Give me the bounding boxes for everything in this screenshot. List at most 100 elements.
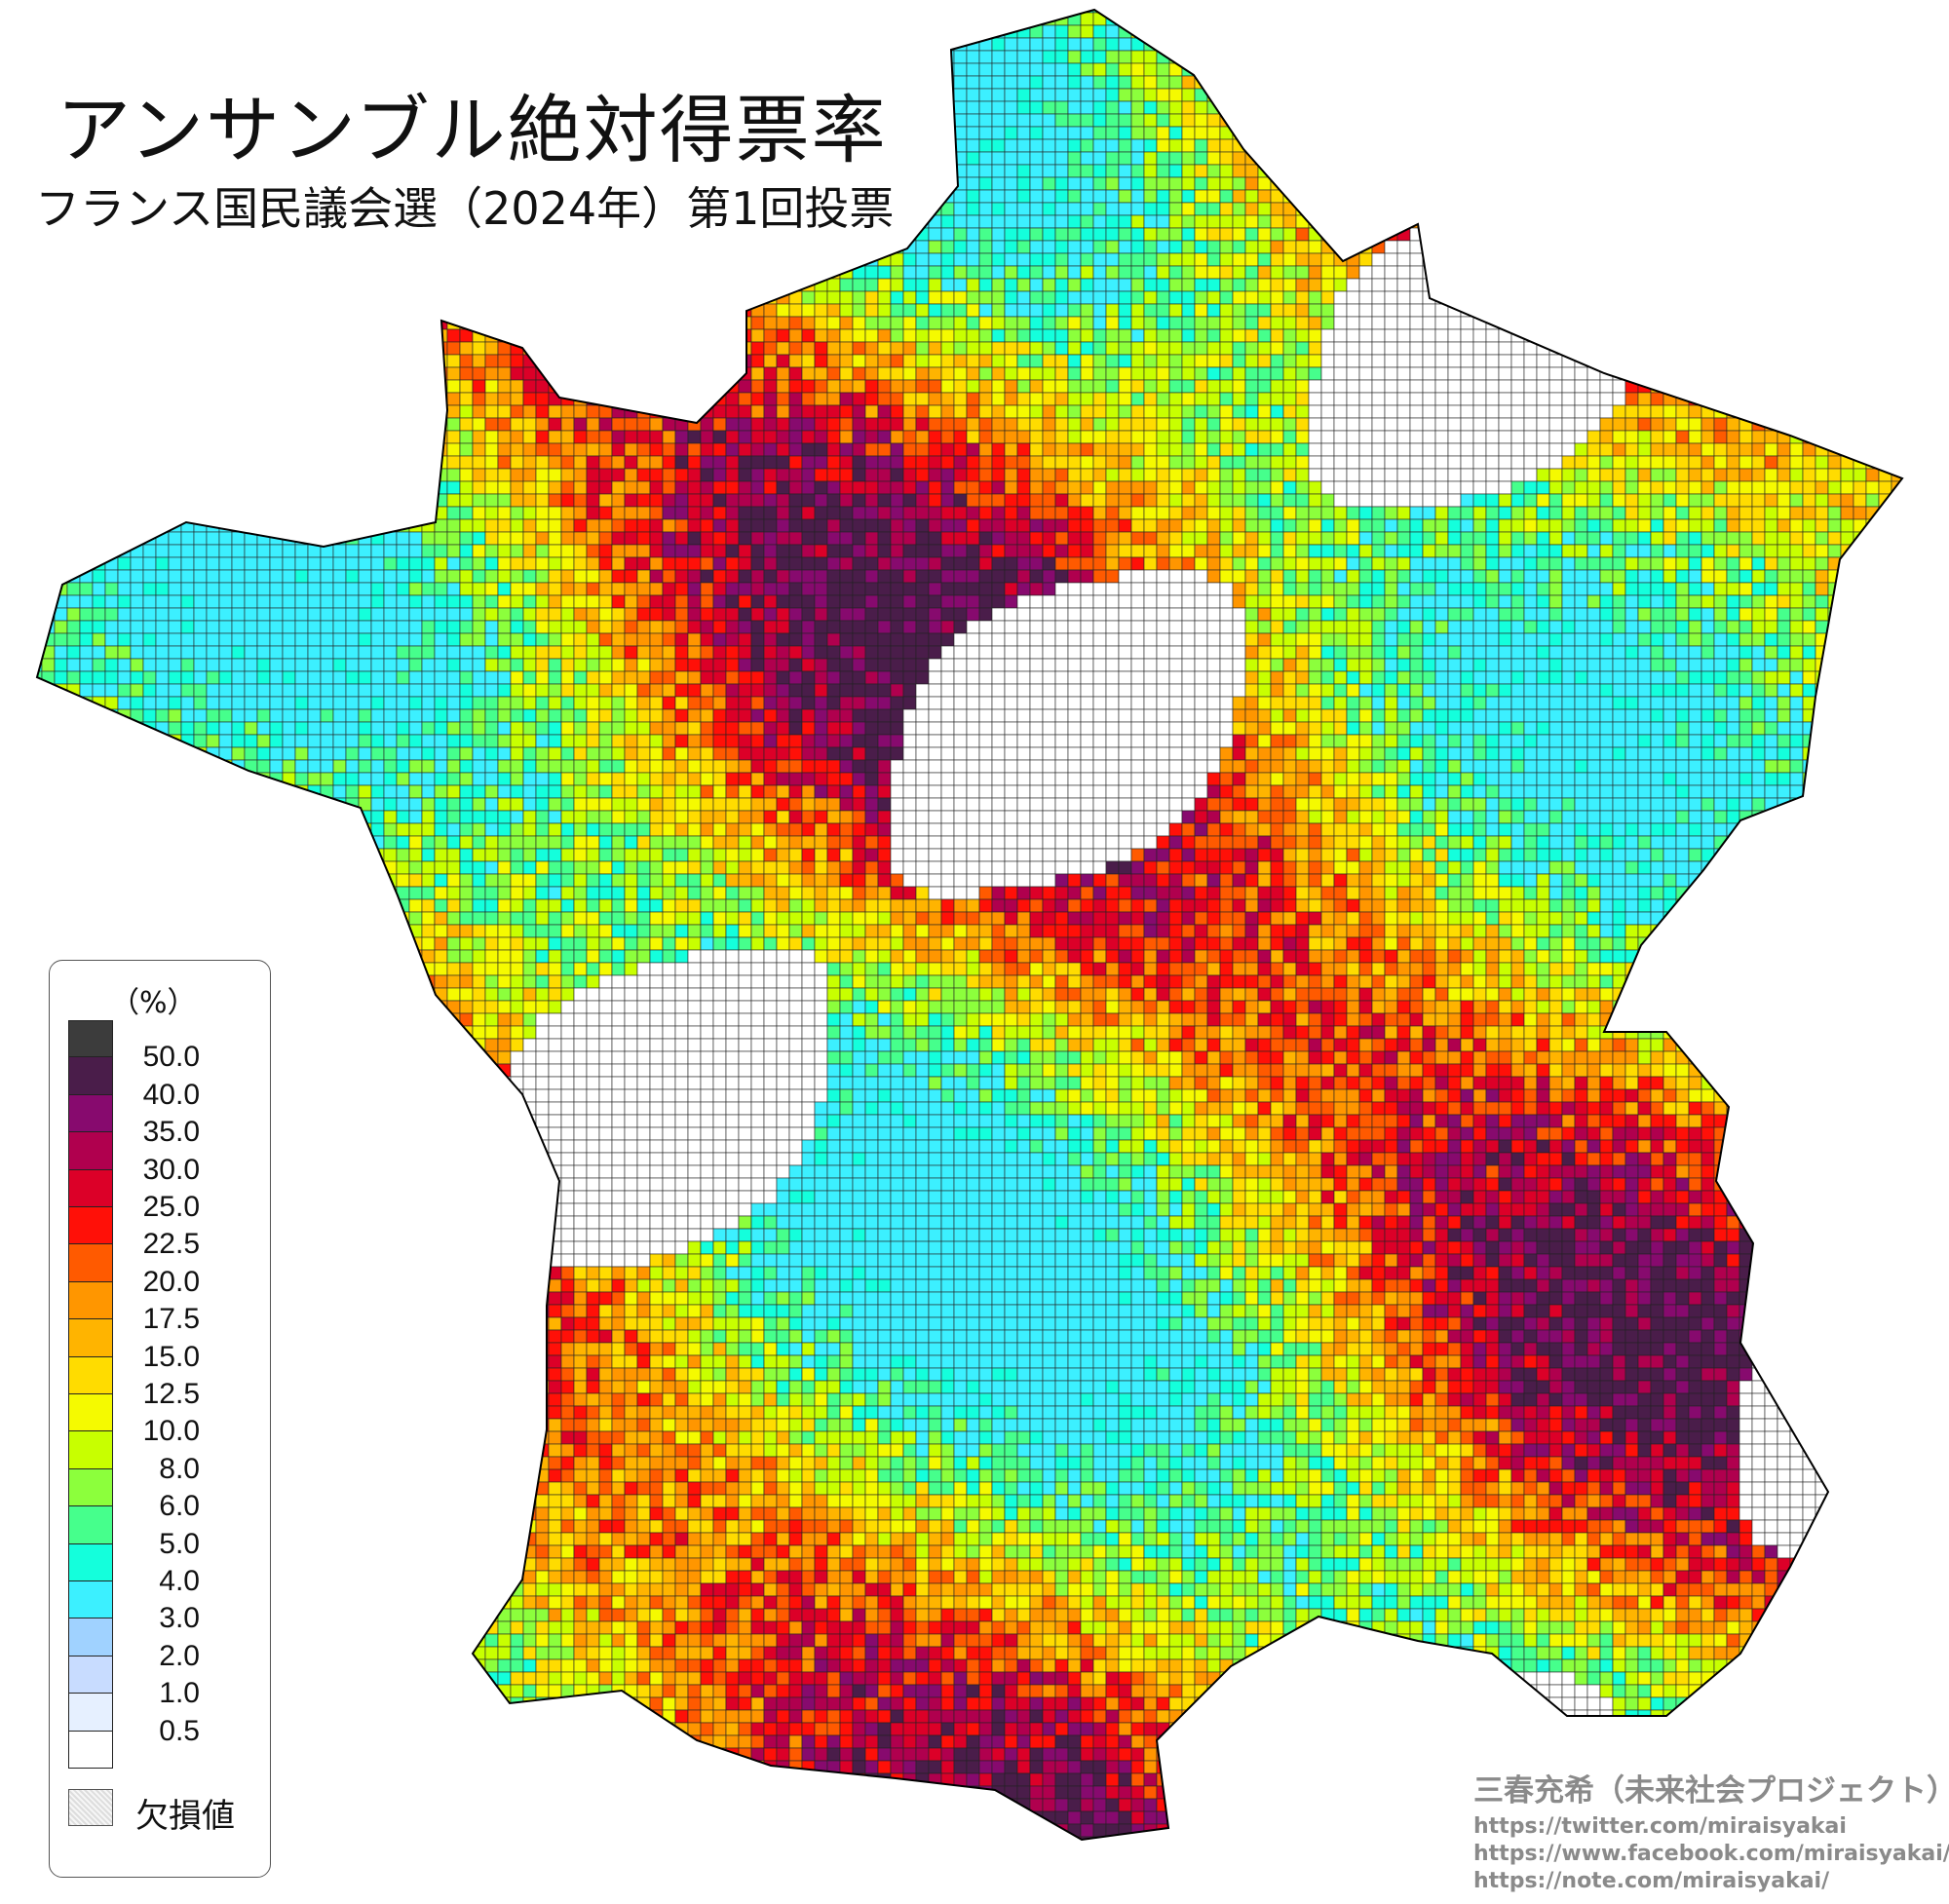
commune-cell	[1599, 303, 1614, 318]
commune-cell	[1156, 214, 1170, 229]
commune-cell	[104, 37, 119, 52]
commune-cell	[1409, 62, 1424, 77]
commune-cell	[1295, 278, 1310, 292]
commune-cell	[1358, 404, 1373, 419]
commune-cell	[358, 341, 372, 356]
commune-cell	[801, 316, 816, 330]
commune-cell	[1739, 75, 1753, 90]
commune-cell	[1599, 10, 1614, 14]
commune-cell	[1637, 126, 1652, 140]
commune-cell	[573, 10, 588, 14]
commune-cell	[1004, 176, 1018, 191]
commune-cell	[864, 37, 879, 52]
commune-cell	[1498, 354, 1512, 368]
commune-cell	[890, 138, 904, 153]
commune-cell	[1523, 404, 1538, 419]
commune-cell	[37, 12, 43, 26]
commune-cell	[1637, 50, 1652, 64]
commune-cell	[1827, 392, 1842, 406]
commune-cell	[611, 50, 626, 64]
commune-cell	[1548, 303, 1563, 318]
commune-cell	[915, 126, 930, 140]
commune-cell	[1029, 138, 1044, 153]
commune-cell	[459, 24, 474, 39]
commune-cell	[383, 354, 398, 368]
commune-cell	[1270, 316, 1284, 330]
commune-cell	[1472, 100, 1487, 115]
commune-cell	[1029, 100, 1044, 115]
commune-cell	[1358, 88, 1373, 102]
commune-cell	[1624, 328, 1639, 343]
commune-cell	[991, 290, 1006, 305]
commune-cell	[1282, 354, 1297, 368]
commune-cell	[1422, 88, 1436, 102]
commune-cell	[1662, 354, 1677, 368]
commune-cell	[1536, 189, 1550, 204]
commune-cell	[1029, 290, 1044, 305]
commune-cell	[1751, 126, 1766, 140]
commune-cell	[1067, 176, 1082, 191]
commune-cell	[104, 366, 119, 381]
commune-cell	[358, 404, 372, 419]
commune-cell	[1865, 392, 1880, 406]
commune-cell	[1650, 278, 1664, 292]
commune-cell	[624, 379, 638, 394]
commune-cell	[1523, 189, 1538, 204]
commune-cell	[814, 379, 828, 394]
commune-cell	[598, 265, 613, 280]
commune-cell	[1612, 202, 1626, 216]
commune-cell	[1232, 10, 1246, 14]
commune-cell	[1891, 24, 1902, 39]
commune-cell	[155, 252, 170, 267]
commune-cell	[256, 37, 271, 52]
commune-cell	[776, 379, 790, 394]
commune-cell	[1219, 316, 1234, 330]
commune-cell	[1751, 189, 1766, 204]
commune-cell	[1346, 189, 1360, 204]
commune-cell	[1447, 88, 1462, 102]
commune-cell	[1333, 100, 1348, 115]
commune-cell	[1295, 126, 1310, 140]
commune-cell	[624, 37, 638, 52]
commune-cell	[1536, 113, 1550, 128]
commune-cell	[535, 316, 550, 330]
commune-cell	[1105, 341, 1120, 356]
commune-cell	[1726, 176, 1740, 191]
commune-cell	[459, 303, 474, 318]
commune-cell	[370, 290, 385, 305]
commune-cell	[1080, 202, 1094, 216]
commune-cell	[1092, 316, 1107, 330]
commune-cell	[1244, 12, 1259, 26]
commune-cell	[1118, 151, 1132, 166]
commune-cell	[1118, 240, 1132, 254]
commune-cell	[1384, 12, 1398, 26]
commune-cell	[1561, 240, 1576, 254]
commune-cell	[877, 341, 892, 356]
commune-cell	[41, 265, 56, 280]
commune-cell	[1472, 303, 1487, 318]
commune-cell	[1777, 252, 1791, 267]
commune-cell	[193, 252, 208, 267]
commune-cell	[611, 240, 626, 254]
commune-cell	[1891, 328, 1902, 343]
commune-cell	[674, 252, 689, 267]
commune-cell	[1447, 341, 1462, 356]
commune-cell	[54, 303, 68, 318]
commune-cell	[41, 303, 56, 318]
commune-cell	[1168, 113, 1183, 128]
commune-cell	[1130, 176, 1145, 191]
commune-cell	[1130, 366, 1145, 381]
commune-cell	[1662, 240, 1677, 254]
commune-cell	[1206, 379, 1221, 394]
commune-cell	[1295, 290, 1310, 305]
commune-cell	[662, 379, 676, 394]
commune-cell	[1688, 379, 1702, 394]
commune-cell	[902, 151, 917, 166]
commune-cell	[978, 328, 993, 343]
commune-cell	[890, 366, 904, 381]
commune-cell	[358, 303, 372, 318]
commune-cell	[1194, 328, 1208, 343]
commune-cell	[1548, 202, 1563, 216]
commune-cell	[1384, 303, 1398, 318]
commune-cell	[1840, 164, 1854, 178]
